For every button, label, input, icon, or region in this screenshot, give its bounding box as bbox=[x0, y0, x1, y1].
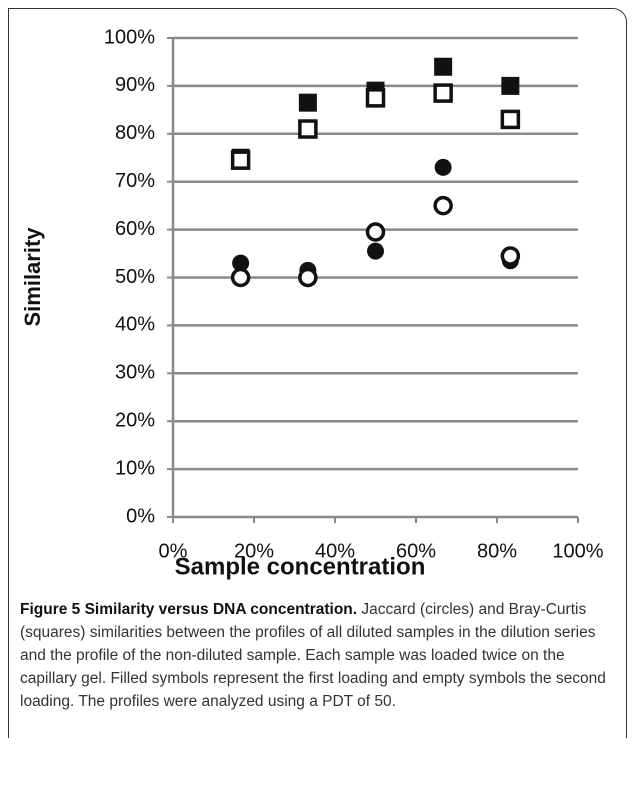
y-tick-label: 70% bbox=[115, 170, 155, 192]
x-tick-label: 100% bbox=[552, 540, 603, 562]
circle-marker bbox=[298, 267, 318, 288]
square-marker bbox=[298, 93, 317, 112]
caption: Figure 5 Similarity versus DNA concentra… bbox=[20, 598, 620, 713]
circle-marker bbox=[433, 195, 453, 216]
square-marker bbox=[433, 83, 453, 103]
circle-marker bbox=[367, 242, 384, 260]
circle-marker bbox=[500, 246, 521, 266]
y-tick-label: 20% bbox=[115, 409, 155, 431]
circle-marker bbox=[232, 254, 250, 272]
x-tick-label: 60% bbox=[396, 540, 436, 562]
y-axis-label: Similarity bbox=[20, 227, 45, 327]
square-marker bbox=[365, 88, 386, 108]
y-tick-label: 30% bbox=[115, 362, 155, 384]
caption-title: Figure 5 Similarity versus DNA concentra… bbox=[20, 601, 358, 618]
circle-marker bbox=[365, 222, 386, 242]
y-tick-label: 100% bbox=[104, 26, 155, 48]
y-tick-label: 50% bbox=[115, 266, 155, 288]
figure-frame bbox=[8, 8, 627, 738]
y-tick-label: 40% bbox=[115, 314, 155, 336]
y-tick-label: 60% bbox=[115, 218, 155, 240]
circle-marker bbox=[434, 158, 452, 176]
x-tick-label: 40% bbox=[315, 540, 355, 562]
x-tick-label: 80% bbox=[477, 540, 517, 562]
square-marker bbox=[500, 109, 521, 130]
square-marker bbox=[434, 57, 453, 76]
y-tick-label: 80% bbox=[115, 122, 155, 144]
square-marker bbox=[298, 119, 318, 139]
x-axis-label: Sample concentration bbox=[175, 553, 426, 580]
circle-marker bbox=[230, 267, 251, 288]
square-marker bbox=[501, 76, 520, 95]
x-tick-label: 0% bbox=[159, 540, 188, 562]
y-tick-label: 90% bbox=[115, 74, 155, 96]
caption-text: Jaccard (circles) and Bray-Curtis (squar… bbox=[20, 601, 606, 710]
y-tick-label: 10% bbox=[115, 457, 155, 479]
x-tick-label: 20% bbox=[234, 540, 274, 562]
y-tick-label: 0% bbox=[126, 505, 155, 527]
chart: Sample concentration Similarity 0% 10% 20%… bbox=[20, 26, 604, 580]
square-marker bbox=[230, 150, 251, 170]
